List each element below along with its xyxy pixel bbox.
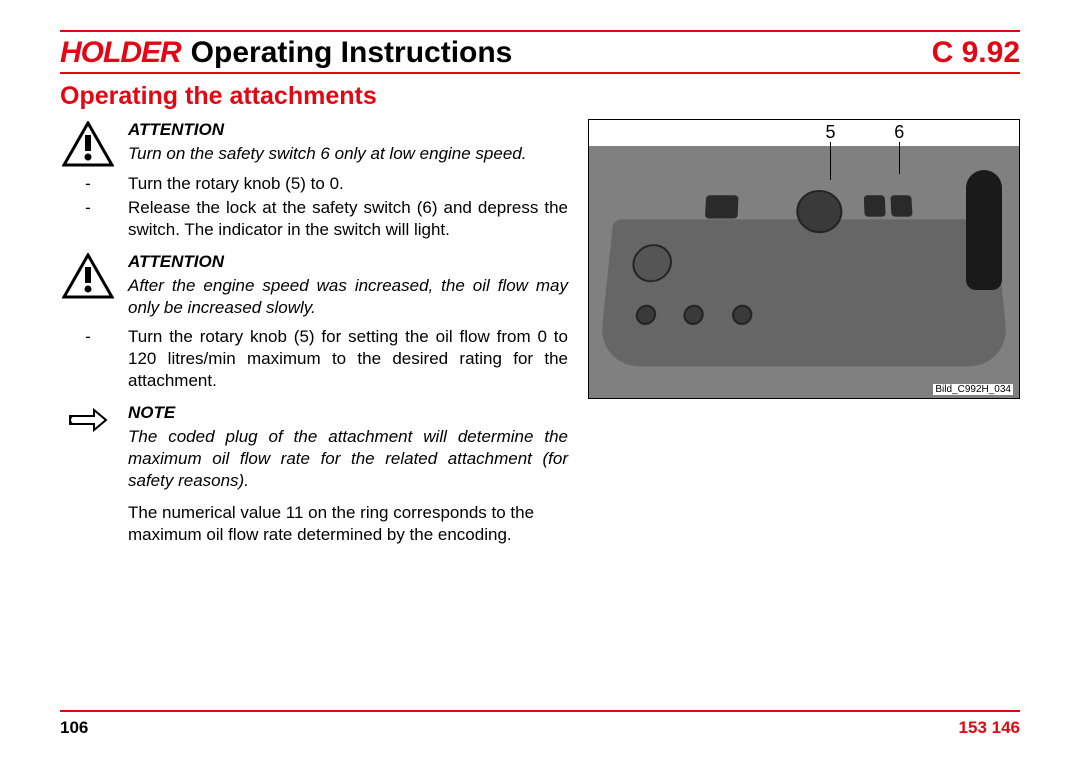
header-rule-top bbox=[60, 30, 1020, 32]
warning-triangle-icon bbox=[60, 251, 116, 319]
page-footer: 106 153 146 bbox=[60, 710, 1020, 738]
header-row: HOLDER Operating Instructions C 9.92 bbox=[60, 36, 1020, 74]
figure-label-6: 6 bbox=[894, 122, 904, 143]
brand-logo: HOLDER bbox=[60, 36, 181, 70]
panel-body bbox=[598, 219, 1010, 366]
note-callout: NOTE The coded plug of the attachment wi… bbox=[60, 402, 568, 492]
bullet-block-1: - Turn the rotary knob (5) to 0. - Relea… bbox=[60, 173, 568, 241]
figure-label-band bbox=[589, 120, 1019, 146]
bullet-marker: - bbox=[60, 326, 116, 392]
bullet-marker: - bbox=[60, 173, 116, 195]
figure-leader-5 bbox=[830, 142, 831, 180]
content-row: ATTENTION Turn on the safety switch 6 on… bbox=[60, 119, 1020, 546]
callout-label: NOTE bbox=[128, 402, 568, 424]
figure-label-5: 5 bbox=[826, 122, 836, 143]
bullet-text: Turn the rotary knob (5) for setting the… bbox=[128, 326, 568, 392]
bullet-block-2: - Turn the rotary knob (5) for setting t… bbox=[60, 326, 568, 392]
warning-triangle-icon bbox=[60, 119, 116, 167]
bullet-text: Release the lock at the safety switch (6… bbox=[128, 197, 568, 241]
list-item: - Turn the rotary knob (5) for setting t… bbox=[60, 326, 568, 392]
control-panel-figure: 5 6 Bild_C992H_034 bbox=[588, 119, 1020, 399]
figure-caption: Bild_C992H_034 bbox=[933, 384, 1013, 395]
section-heading: Operating the attachments bbox=[60, 82, 1020, 111]
list-item: - Turn the rotary knob (5) to 0. bbox=[60, 173, 568, 195]
figure-column: 5 6 Bild_C992H_034 bbox=[588, 119, 1020, 546]
bullet-marker: - bbox=[60, 197, 116, 241]
callout-label: ATTENTION bbox=[128, 119, 568, 141]
text-column: ATTENTION Turn on the safety switch 6 on… bbox=[60, 119, 568, 546]
figure-leader-6 bbox=[899, 142, 900, 174]
paragraph: The numerical value 11 on the ring corre… bbox=[128, 502, 568, 546]
callout-label: ATTENTION bbox=[128, 251, 568, 273]
callout-text: After the engine speed was increased, th… bbox=[128, 275, 568, 319]
document-title: Operating Instructions bbox=[191, 36, 513, 70]
page-number: 106 bbox=[60, 718, 88, 738]
list-item: - Release the lock at the safety switch … bbox=[60, 197, 568, 241]
callout-text: Turn on the safety switch 6 only at low … bbox=[128, 143, 568, 165]
bullet-text: Turn the rotary knob (5) to 0. bbox=[128, 173, 568, 195]
joystick bbox=[966, 170, 1002, 290]
attention-callout-1: ATTENTION Turn on the safety switch 6 on… bbox=[60, 119, 568, 167]
callout-text: The coded plug of the attachment will de… bbox=[128, 426, 568, 492]
section-code: C 9.92 bbox=[932, 36, 1020, 70]
document-number: 153 146 bbox=[959, 718, 1020, 738]
attention-callout-2: ATTENTION After the engine speed was inc… bbox=[60, 251, 568, 319]
pointing-hand-icon bbox=[60, 402, 116, 492]
